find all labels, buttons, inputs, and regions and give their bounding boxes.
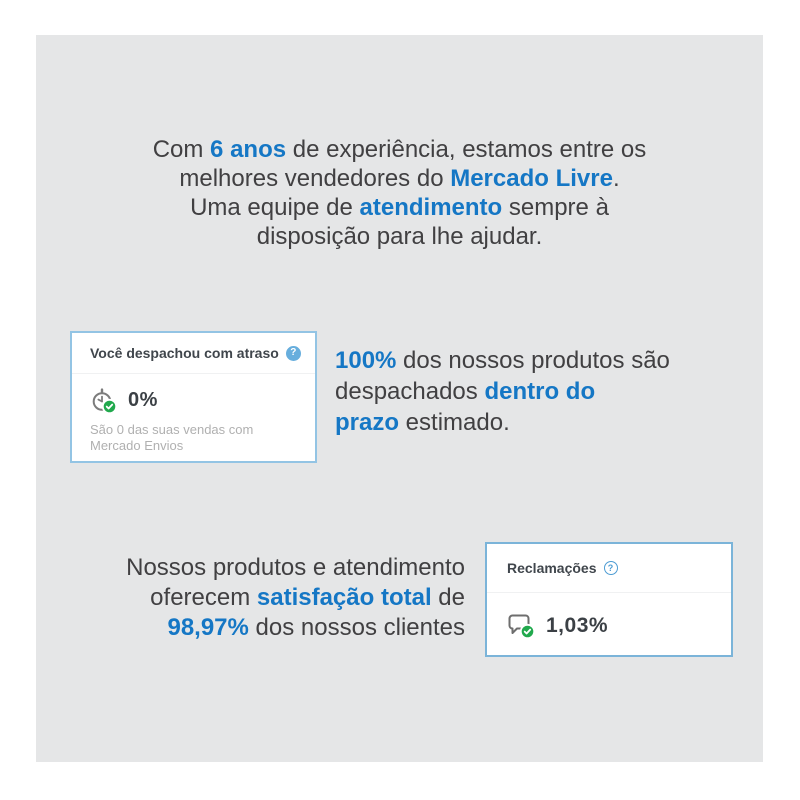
shipping-card-title: Você despachou com atraso — [90, 345, 279, 361]
complaints-metric-value: 1,03% — [546, 613, 609, 637]
shipping-card-body: 0% São 0 das suas vendas com Mercado Env… — [72, 374, 315, 454]
chat-check-icon — [507, 612, 536, 639]
shipping-card-header: Você despachou com atraso ? — [72, 333, 315, 374]
clock-check-icon — [90, 387, 118, 414]
shipping-metric-caption: São 0 das suas vendas com Mercado Envios — [90, 422, 254, 453]
complaints-card-title: Reclamações — [507, 560, 597, 576]
shipping-metric-card: Você despachou com atraso ? 0% São 0 d — [70, 331, 317, 463]
satisfaction-claim-text: Nossos produtos e atendimento oferecem sa… — [126, 554, 465, 641]
complaints-card-body: 1,03% — [487, 593, 731, 639]
complaints-card-header: Reclamações ? — [487, 544, 731, 593]
intro-text: Com 6 anos de experiência, estamos entre… — [152, 136, 647, 250]
shipping-metric-value: 0% — [128, 389, 158, 411]
help-question-icon[interactable]: ? — [285, 345, 301, 361]
complaints-metric-card: Reclamações ? 1,03% — [485, 542, 733, 657]
help-question-icon[interactable]: ? — [603, 561, 618, 575]
infographic-panel: Com 6 anos de experiência, estamos entre… — [36, 35, 763, 762]
shipping-claim-text: 100% dos nossos produtos são despachados … — [335, 347, 670, 436]
